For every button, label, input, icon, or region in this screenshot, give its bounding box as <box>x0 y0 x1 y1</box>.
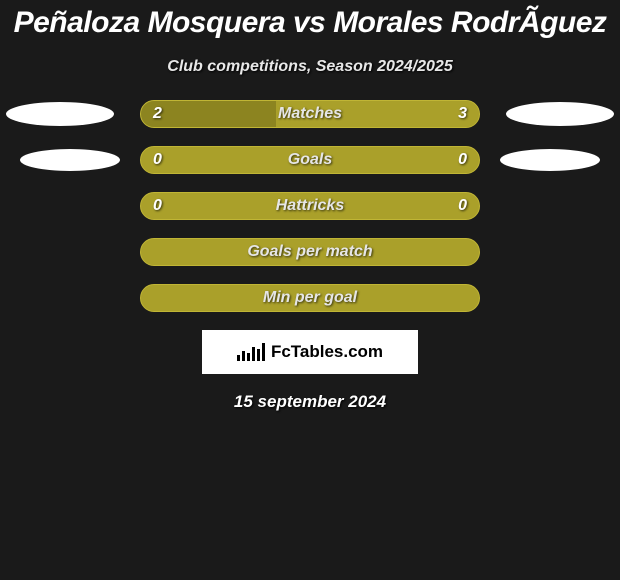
stat-value-left: 0 <box>153 197 162 215</box>
stat-row: Matches 2 3 <box>0 100 620 128</box>
comparison-subtitle: Club competitions, Season 2024/2025 <box>0 58 620 76</box>
snapshot-date: 15 september 2024 <box>0 392 620 412</box>
stat-bar: Matches 2 3 <box>140 100 480 128</box>
stat-value-right: 0 <box>458 197 467 215</box>
stat-label: Hattricks <box>276 197 344 215</box>
stat-bar: Goals 0 0 <box>140 146 480 174</box>
stat-rows-container: Matches 2 3 Goals 0 0 Hattricks 0 0 Goals per mat… <box>0 100 620 312</box>
stat-value-right: 3 <box>458 105 467 123</box>
stat-label: Goals <box>288 151 332 169</box>
stat-row: Min per goal <box>0 284 620 312</box>
fctables-link[interactable]: FcTables.com <box>0 330 620 374</box>
stat-row: Goals per match <box>0 238 620 266</box>
stat-bar: Min per goal <box>140 284 480 312</box>
player-ellipse <box>6 102 114 126</box>
stat-row: Hattricks 0 0 <box>0 192 620 220</box>
stat-row: Goals 0 0 <box>0 146 620 174</box>
player-ellipse <box>500 149 600 171</box>
stat-label: Matches <box>278 105 342 123</box>
stat-bar: Goals per match <box>140 238 480 266</box>
fctables-logo-box: FcTables.com <box>202 330 418 374</box>
stat-value-left: 2 <box>153 105 162 123</box>
fctables-logo-text: FcTables.com <box>271 342 383 362</box>
bar-chart-icon <box>237 343 265 361</box>
stat-value-left: 0 <box>153 151 162 169</box>
player-ellipse <box>506 102 614 126</box>
stat-label: Min per goal <box>263 289 357 307</box>
stat-label: Goals per match <box>247 243 372 261</box>
player-ellipse <box>20 149 120 171</box>
stat-bar: Hattricks 0 0 <box>140 192 480 220</box>
comparison-title: Peñaloza Mosquera vs Morales RodrÃ­guez <box>0 0 620 40</box>
stat-value-right: 0 <box>458 151 467 169</box>
